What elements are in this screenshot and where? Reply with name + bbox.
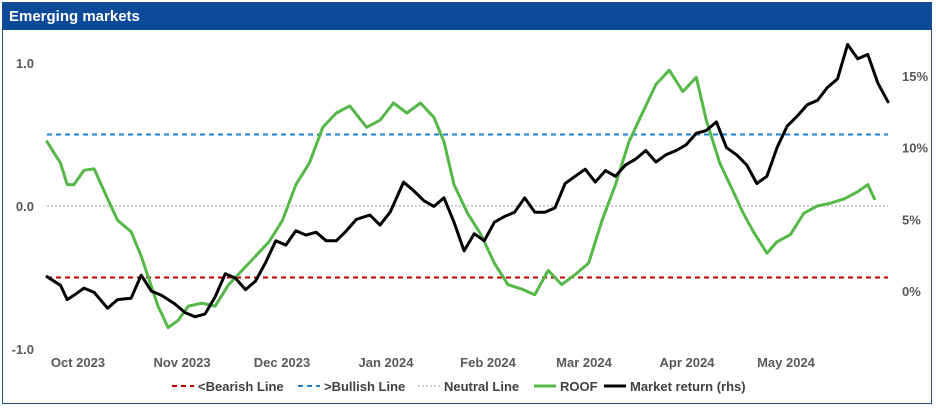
x-axis-tick-label: Nov 2023 — [153, 355, 210, 370]
right-axis-tick-label: 15% — [902, 69, 928, 84]
chart-title: Emerging markets — [3, 3, 931, 30]
x-axis-tick-label: Feb 2024 — [460, 355, 516, 370]
left-axis-tick-label: 1.0 — [16, 56, 34, 71]
x-axis-tick-label: Apr 2024 — [660, 355, 716, 370]
x-axis-tick-label: Dec 2023 — [254, 355, 310, 370]
legend-neutral-label: Neutral Line — [444, 379, 519, 394]
legend-bearish-label: <Bearish Line — [198, 379, 284, 394]
chart-frame: Emerging markets — [2, 2, 932, 404]
x-axis-tick-label: May 2024 — [757, 355, 816, 370]
right-axis-tick-label: 0% — [902, 284, 921, 299]
right-axis-tick-label: 10% — [902, 141, 928, 156]
x-axis-tick-label: Jan 2024 — [359, 355, 415, 370]
roof-series-line — [45, 68, 876, 330]
left-axis-tick-label: 0.0 — [16, 199, 34, 214]
x-axis-tick-label: Mar 2024 — [556, 355, 612, 370]
left-axis-tick-label: -1.0 — [12, 342, 34, 357]
legend-bullish-label: >Bullish Line — [324, 379, 405, 394]
right-axis-tick-label: 5% — [902, 212, 921, 227]
legend-market-return-label: Market return (rhs) — [630, 379, 746, 394]
legend-roof-label: ROOF — [560, 379, 598, 394]
x-axis-tick-label: Oct 2023 — [51, 355, 105, 370]
market-return-series-line — [45, 43, 890, 319]
